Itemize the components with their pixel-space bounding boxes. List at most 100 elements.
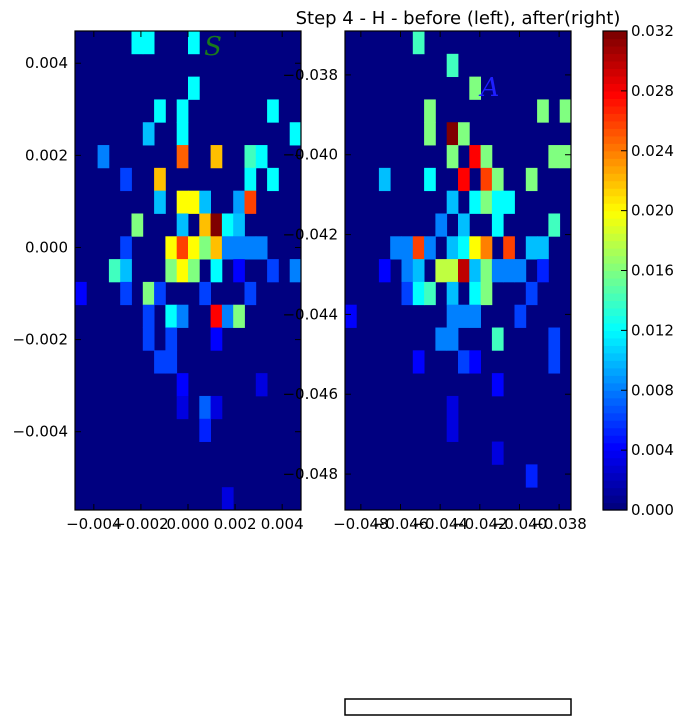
axes-frame	[344, 30, 572, 511]
heatmap-cell	[221, 236, 234, 260]
heatmap-cell	[480, 145, 493, 169]
x-tick-label: −0.044	[412, 515, 468, 533]
colorbar-segment	[603, 420, 627, 429]
heatmap-cell	[412, 281, 425, 306]
colorbar-segment	[603, 158, 627, 167]
heatmap-cell	[233, 304, 245, 328]
heatmap-cell	[401, 236, 414, 260]
heatmap-cell	[469, 259, 481, 283]
heatmap-cell	[537, 259, 549, 283]
heatmap-cell	[244, 236, 257, 260]
colorbar-segment	[603, 345, 627, 354]
heatmap-cell	[120, 236, 132, 260]
heatmap-cell	[525, 281, 538, 306]
heatmap-cell	[446, 418, 459, 442]
heatmap-cell	[108, 259, 121, 283]
heatmap-cell	[176, 190, 189, 214]
heatmap-cell	[75, 281, 87, 306]
heatmap-cell	[446, 53, 459, 78]
heatmap-cell	[480, 259, 493, 283]
heatmap-cell	[176, 122, 189, 146]
heatmap-cell	[154, 99, 166, 123]
colorbar-segment	[603, 457, 627, 466]
colorbar: 0.000 0.004 0.008 0.012 0.016 0.020 0.024 0.028…	[602, 22, 674, 519]
colorbar-segment	[603, 277, 627, 287]
heatmap-cell	[244, 281, 257, 306]
heatmap-cell	[120, 281, 132, 306]
heatmap-cell	[267, 259, 279, 283]
heatmap-cell	[199, 418, 211, 442]
colorbar-segment	[603, 120, 627, 129]
colorbar-segment	[603, 53, 627, 62]
heatmap-cell	[176, 145, 189, 169]
heatmap-cell	[446, 281, 459, 306]
heatmap-cell	[446, 236, 459, 260]
colorbar-segment	[603, 218, 627, 227]
heatmap-cell	[412, 350, 425, 374]
heatmap-cell	[401, 259, 414, 283]
heatmap-cell	[255, 145, 268, 169]
x-tick-label: 0.004	[261, 515, 304, 533]
colorbar-segment	[603, 300, 627, 309]
heatmap-cell	[458, 167, 470, 192]
heatmap-cell	[165, 327, 178, 351]
heatmap-cell	[458, 304, 470, 328]
colorbar-segment	[603, 255, 627, 264]
heatmap-cell	[142, 327, 155, 351]
colorbar-segment	[603, 135, 627, 144]
heatmap-cell	[424, 281, 436, 306]
colorbar-segment	[603, 150, 627, 159]
heatmap-cell	[480, 167, 493, 192]
colorbar-segment	[603, 240, 627, 249]
colorbar-segment	[603, 195, 627, 204]
colorbar-segment	[603, 352, 627, 361]
heatmap-cell	[503, 190, 515, 214]
heatmap-cell	[188, 31, 200, 55]
y-tick-label: −0.044	[282, 305, 338, 323]
colorbar-tick-label: 0.004	[631, 441, 674, 459]
heatmap-cell	[424, 236, 436, 260]
heatmap-cell	[412, 31, 425, 55]
heatmap-cell	[446, 122, 459, 146]
colorbar-segment	[603, 210, 627, 219]
heatmap-cell	[142, 281, 155, 306]
heatmap-cell	[165, 304, 178, 328]
heatmap-cell	[210, 304, 223, 328]
heatmap-cell	[120, 259, 132, 283]
heatmap-cell	[154, 167, 166, 192]
colorbar-segment	[603, 405, 627, 414]
y-tick-label: −0.042	[282, 226, 338, 244]
heatmap-cell	[244, 145, 257, 169]
heatmap-cell	[267, 167, 279, 192]
heatmap-cell	[199, 236, 211, 260]
heatmap-cell	[412, 259, 425, 283]
heatmap-cell	[289, 259, 302, 283]
colorbar-segment	[603, 495, 627, 504]
heatmap-cell	[378, 167, 391, 192]
x-tick-label: 0.000	[167, 515, 210, 533]
colorbar-segment	[603, 465, 627, 474]
heatmap-cell	[120, 167, 132, 192]
heatmap-cell	[188, 190, 200, 214]
colorbar-segment	[603, 143, 627, 152]
heatmap-cell	[165, 350, 178, 374]
heatmap-cell	[255, 373, 268, 397]
heatmap-cell	[458, 122, 470, 146]
heatmap-cell	[469, 304, 481, 328]
colorbar-segment	[603, 38, 627, 47]
colorbar-segment	[603, 487, 627, 496]
heatmap-cell	[199, 281, 211, 306]
heatmap-cell	[199, 213, 211, 237]
heatmap-cell	[446, 395, 459, 420]
heatmap-cell	[469, 236, 481, 260]
heatmap-cell	[559, 99, 572, 123]
x-tick-label: −0.042	[452, 515, 508, 533]
colorbar-segment	[603, 225, 627, 234]
heatmap-cell	[176, 99, 189, 123]
colorbar-segment	[603, 322, 627, 331]
heatmap-cell	[176, 373, 189, 397]
heatmap-cell	[548, 213, 561, 237]
heatmap-cell	[188, 236, 200, 260]
